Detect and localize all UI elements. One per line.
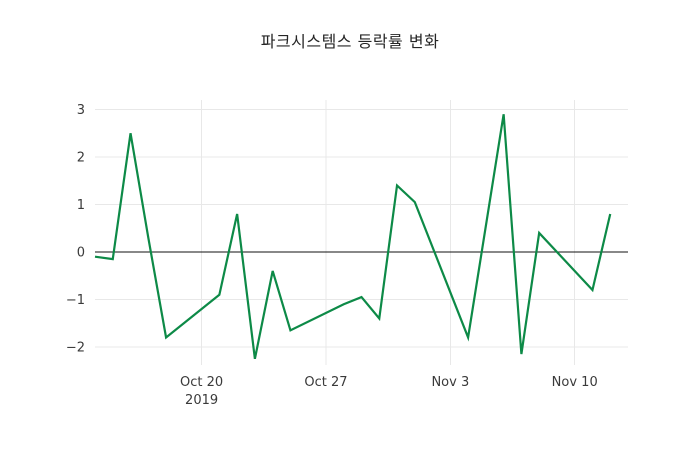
y-tick-label: −1 — [66, 293, 85, 308]
x-tick-label: Nov 3 — [431, 375, 469, 390]
y-tick-label: 1 — [77, 198, 85, 213]
x-tick-label: Oct 27 — [304, 375, 347, 390]
x-tick-year-label: 2019 — [185, 393, 218, 408]
y-tick-label: 3 — [77, 103, 85, 118]
x-tick-label: Oct 20 — [180, 375, 223, 390]
y-tick-label: −2 — [66, 340, 85, 355]
y-tick-label: 0 — [77, 245, 85, 260]
data-line-series — [94, 114, 612, 360]
chart-title: 파크시스템스 등락률 변화 — [260, 32, 440, 51]
x-tick-label: Nov 10 — [552, 375, 598, 390]
y-tick-label: 2 — [77, 150, 85, 165]
